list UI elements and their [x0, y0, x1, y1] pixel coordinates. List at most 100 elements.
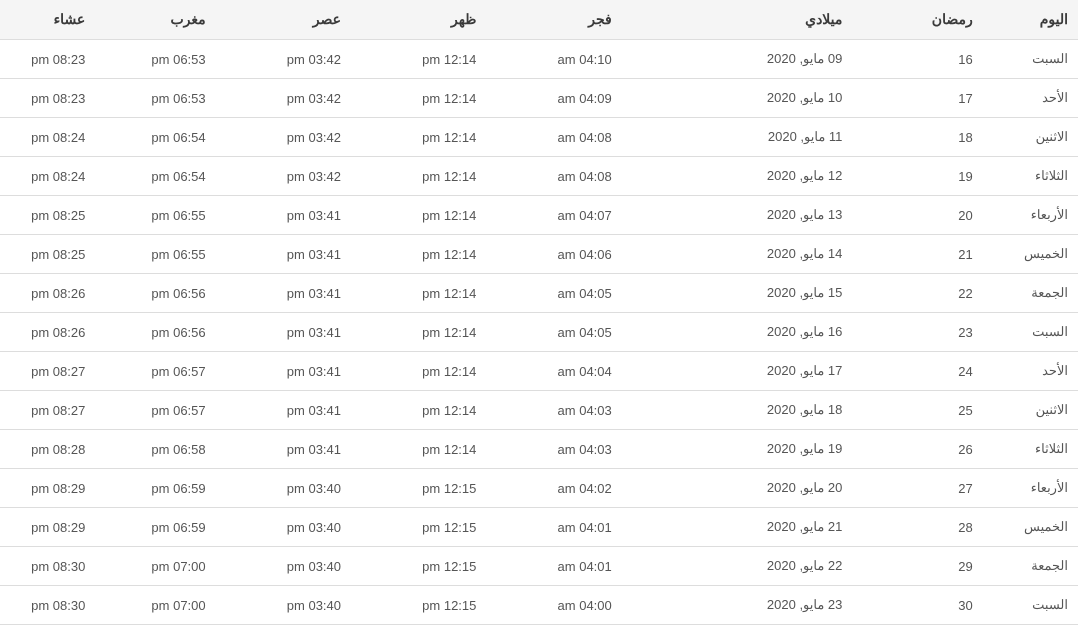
- table-cell: am 04:08: [486, 118, 621, 157]
- table-cell: pm 12:15: [351, 547, 486, 586]
- table-cell: pm 06:54: [95, 118, 215, 157]
- table-cell: 10 مايو, 2020: [622, 79, 853, 118]
- table-header-cell: ميلادي: [622, 0, 853, 40]
- table-cell: السبت: [983, 586, 1078, 625]
- table-cell: 21 مايو, 2020: [622, 508, 853, 547]
- prayer-times-table: اليومرمضانميلاديفجرظهرعصرمغربعشاء السبت1…: [0, 0, 1078, 625]
- table-header-cell: مغرب: [95, 0, 215, 40]
- table-row: الأربعاء2720 مايو, 2020am 04:02pm 12:15p…: [0, 469, 1078, 508]
- table-cell: 19 مايو, 2020: [622, 430, 853, 469]
- table-cell: pm 12:15: [351, 469, 486, 508]
- table-cell: pm 03:41: [216, 391, 351, 430]
- table-row: الجمعة2215 مايو, 2020am 04:05pm 12:14pm …: [0, 274, 1078, 313]
- table-row: الأربعاء2013 مايو, 2020am 04:07pm 12:14p…: [0, 196, 1078, 235]
- table-cell: pm 12:14: [351, 196, 486, 235]
- table-cell: الاثنين: [983, 118, 1078, 157]
- table-cell: الأربعاء: [983, 469, 1078, 508]
- table-header-cell: اليوم: [983, 0, 1078, 40]
- table-cell: الاثنين: [983, 391, 1078, 430]
- table-cell: pm 03:41: [216, 196, 351, 235]
- table-cell: pm 12:14: [351, 391, 486, 430]
- table-cell: pm 03:41: [216, 235, 351, 274]
- table-cell: am 04:04: [486, 352, 621, 391]
- table-row: الاثنين2518 مايو, 2020am 04:03pm 12:14pm…: [0, 391, 1078, 430]
- table-cell: pm 08:25: [0, 196, 95, 235]
- table-cell: pm 06:55: [95, 235, 215, 274]
- table-cell: am 04:00: [486, 586, 621, 625]
- table-cell: am 04:08: [486, 157, 621, 196]
- table-cell: 12 مايو, 2020: [622, 157, 853, 196]
- table-cell: pm 06:53: [95, 79, 215, 118]
- table-cell: pm 08:24: [0, 118, 95, 157]
- table-cell: 25: [852, 391, 982, 430]
- table-cell: 17 مايو, 2020: [622, 352, 853, 391]
- table-cell: الخميس: [983, 235, 1078, 274]
- table-cell: pm 03:41: [216, 352, 351, 391]
- table-cell: pm 12:15: [351, 586, 486, 625]
- table-cell: الجمعة: [983, 547, 1078, 586]
- table-cell: pm 12:14: [351, 352, 486, 391]
- table-cell: am 04:07: [486, 196, 621, 235]
- table-cell: pm 08:25: [0, 235, 95, 274]
- table-cell: pm 08:29: [0, 508, 95, 547]
- table-header-row: اليومرمضانميلاديفجرظهرعصرمغربعشاء: [0, 0, 1078, 40]
- table-cell: pm 12:14: [351, 313, 486, 352]
- table-header-cell: فجر: [486, 0, 621, 40]
- table-cell: am 04:09: [486, 79, 621, 118]
- table-cell: pm 12:14: [351, 118, 486, 157]
- table-cell: pm 12:14: [351, 235, 486, 274]
- table-header-cell: رمضان: [852, 0, 982, 40]
- table-cell: pm 08:26: [0, 274, 95, 313]
- table-cell: pm 03:40: [216, 508, 351, 547]
- table-cell: 26: [852, 430, 982, 469]
- table-cell: pm 03:40: [216, 469, 351, 508]
- table-cell: am 04:06: [486, 235, 621, 274]
- table-cell: am 04:05: [486, 313, 621, 352]
- table-cell: pm 12:14: [351, 40, 486, 79]
- table-cell: الثلاثاء: [983, 430, 1078, 469]
- table-cell: pm 03:42: [216, 118, 351, 157]
- table-cell: pm 06:55: [95, 196, 215, 235]
- table-cell: pm 08:23: [0, 79, 95, 118]
- table-header-cell: عشاء: [0, 0, 95, 40]
- table-row: الأحد2417 مايو, 2020am 04:04pm 12:14pm 0…: [0, 352, 1078, 391]
- table-cell: am 04:10: [486, 40, 621, 79]
- table-cell: pm 12:14: [351, 157, 486, 196]
- table-cell: pm 08:26: [0, 313, 95, 352]
- table-cell: am 04:01: [486, 508, 621, 547]
- table-cell: 29: [852, 547, 982, 586]
- table-cell: الخميس: [983, 508, 1078, 547]
- table-cell: 11 مايو, 2020: [622, 118, 853, 157]
- table-cell: 20: [852, 196, 982, 235]
- table-cell: الثلاثاء: [983, 157, 1078, 196]
- table-cell: pm 06:54: [95, 157, 215, 196]
- table-cell: am 04:03: [486, 391, 621, 430]
- table-cell: pm 08:30: [0, 547, 95, 586]
- table-cell: 22: [852, 274, 982, 313]
- table-cell: الجمعة: [983, 274, 1078, 313]
- table-cell: pm 03:41: [216, 313, 351, 352]
- table-cell: 21: [852, 235, 982, 274]
- table-cell: الأربعاء: [983, 196, 1078, 235]
- table-cell: السبت: [983, 313, 1078, 352]
- table-cell: pm 06:56: [95, 274, 215, 313]
- table-cell: pm 07:00: [95, 547, 215, 586]
- table-cell: pm 06:57: [95, 391, 215, 430]
- table-cell: pm 06:59: [95, 508, 215, 547]
- table-cell: pm 06:58: [95, 430, 215, 469]
- table-cell: pm 03:42: [216, 79, 351, 118]
- table-header-cell: عصر: [216, 0, 351, 40]
- table-row: الخميس2114 مايو, 2020am 04:06pm 12:14pm …: [0, 235, 1078, 274]
- table-cell: 20 مايو, 2020: [622, 469, 853, 508]
- table-cell: 17: [852, 79, 982, 118]
- table-row: السبت2316 مايو, 2020am 04:05pm 12:14pm 0…: [0, 313, 1078, 352]
- table-cell: الأحد: [983, 352, 1078, 391]
- table-cell: pm 06:59: [95, 469, 215, 508]
- table-cell: am 04:01: [486, 547, 621, 586]
- table-cell: 23: [852, 313, 982, 352]
- table-cell: السبت: [983, 40, 1078, 79]
- table-cell: 18 مايو, 2020: [622, 391, 853, 430]
- table-cell: pm 03:41: [216, 274, 351, 313]
- table-cell: pm 08:23: [0, 40, 95, 79]
- table-row: الخميس2821 مايو, 2020am 04:01pm 12:15pm …: [0, 508, 1078, 547]
